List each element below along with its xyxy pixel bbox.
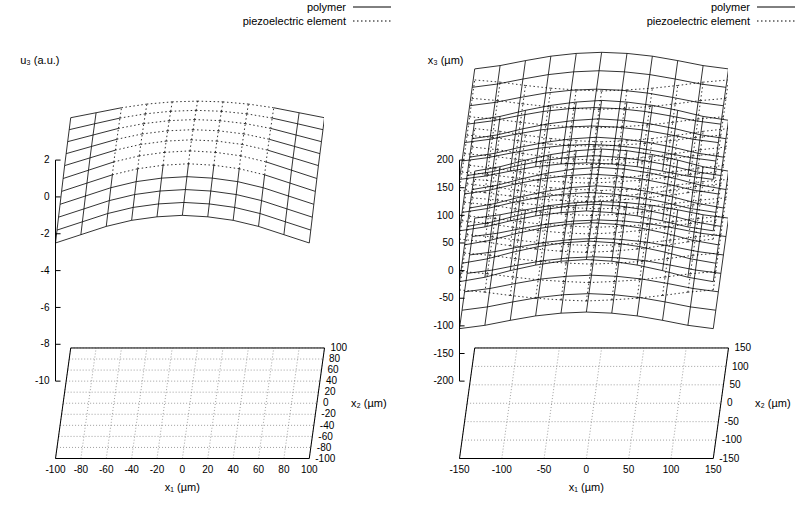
svg-text:0: 0 [448, 265, 454, 276]
svg-text:-200: -200 [433, 375, 453, 386]
html-text:piezoelectric element: piezoelectric element [242, 15, 346, 27]
svg-text:-100: -100 [433, 320, 453, 331]
svg-text:x₃ (µm): x₃ (µm) [428, 54, 464, 66]
svg-text:-40: -40 [124, 464, 139, 475]
svg-text:-100: -100 [45, 464, 65, 475]
html-text:polymer: polymer [306, 1, 346, 13]
svg-text:-10: -10 [35, 375, 50, 386]
svg-text:60: 60 [253, 464, 265, 475]
svg-text:-80: -80 [317, 442, 332, 453]
svg-text:-100: -100 [492, 464, 512, 475]
svg-text:40: 40 [326, 375, 338, 386]
svg-text:0: 0 [323, 397, 329, 408]
svg-text:-50: -50 [439, 292, 454, 303]
svg-text:150: 150 [735, 342, 752, 353]
svg-text:100: 100 [732, 361, 749, 372]
svg-text:80: 80 [329, 353, 341, 364]
svg-text:-50: -50 [537, 464, 552, 475]
svg-text:50: 50 [623, 464, 635, 475]
svg-text:-60: -60 [318, 431, 333, 442]
svg-text:200: 200 [437, 154, 454, 165]
svg-text:2: 2 [44, 154, 50, 165]
svg-text:100: 100 [663, 464, 680, 475]
svg-text:50: 50 [442, 237, 454, 248]
svg-text:-150: -150 [719, 453, 739, 464]
svg-text:-6: -6 [41, 302, 50, 313]
svg-text:x₂ (µm): x₂ (µm) [351, 397, 387, 409]
svg-text:-20: -20 [150, 464, 165, 475]
svg-text:-150: -150 [433, 348, 453, 359]
svg-text:-100: -100 [315, 453, 335, 464]
svg-text:-80: -80 [74, 464, 89, 475]
svg-text:150: 150 [437, 182, 454, 193]
svg-text:20: 20 [202, 464, 214, 475]
svg-text:150: 150 [705, 464, 722, 475]
svg-text:-4: -4 [41, 265, 50, 276]
svg-text:100: 100 [331, 342, 348, 353]
svg-text:20: 20 [324, 386, 336, 397]
svg-text:-40: -40 [320, 420, 335, 431]
svg-text:u₃ (a.u.): u₃ (a.u.) [20, 54, 59, 66]
svg-text:-50: -50 [724, 416, 739, 427]
svg-text:-60: -60 [99, 464, 114, 475]
svg-text:-100: -100 [722, 434, 742, 445]
svg-text:-150: -150 [449, 464, 469, 475]
svg-text:-8: -8 [41, 338, 50, 349]
svg-text:0: 0 [44, 191, 50, 202]
svg-text:0: 0 [727, 397, 733, 408]
svg-text:50: 50 [729, 379, 741, 390]
svg-text:100: 100 [437, 210, 454, 221]
svg-text:x₁ (µm): x₁ (µm) [569, 481, 604, 493]
svg-text:100: 100 [301, 464, 318, 475]
html-text:piezoelectric element: piezoelectric element [646, 15, 750, 27]
svg-text:0: 0 [584, 464, 590, 475]
svg-text:0: 0 [180, 464, 186, 475]
svg-text:80: 80 [278, 464, 290, 475]
svg-text:-20: -20 [321, 408, 336, 419]
svg-text:x₂ (µm): x₂ (µm) [755, 397, 791, 409]
svg-text:x₁ (µm): x₁ (µm) [165, 481, 200, 493]
svg-text:-2: -2 [41, 228, 50, 239]
svg-text:60: 60 [327, 364, 339, 375]
html-text:polymer: polymer [710, 1, 750, 13]
svg-text:40: 40 [228, 464, 240, 475]
